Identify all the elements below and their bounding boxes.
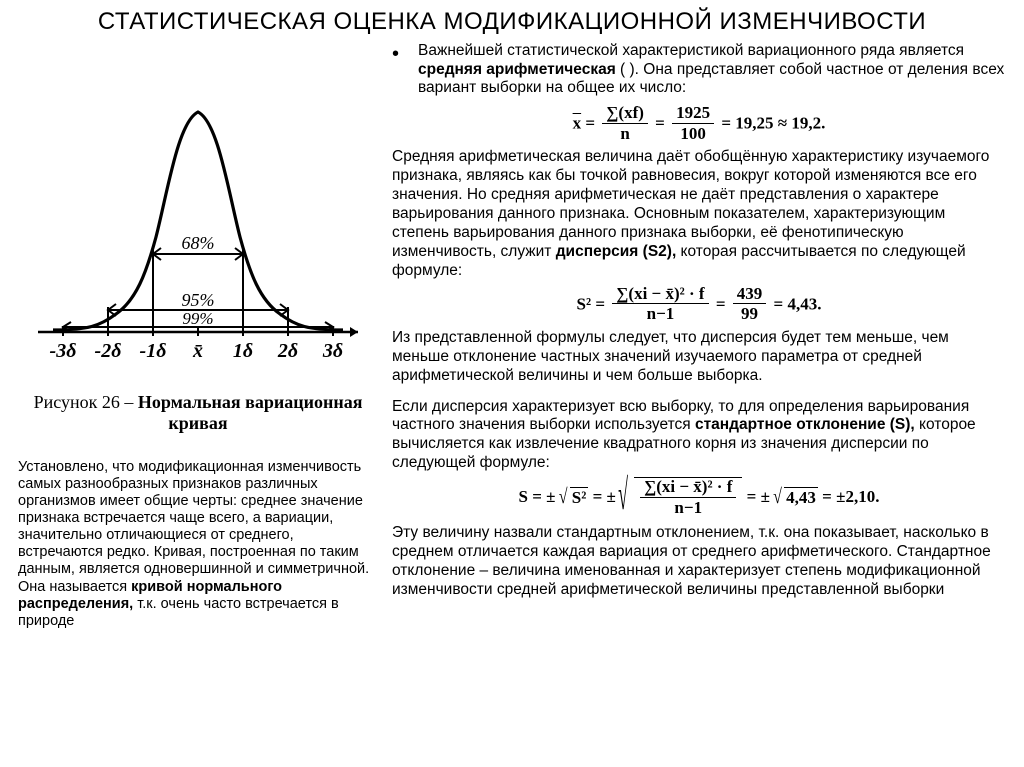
p2b: дисперсия (S2), (556, 243, 677, 260)
svg-text:-1δ: -1δ (140, 340, 167, 362)
two-column-layout: -3δ -2δ -1δ x̄ 1δ 2δ 3δ (18, 42, 1006, 630)
f2-den: n−1 (612, 304, 708, 324)
left-para-text-1: Установлено, что модификационная изменчи… (18, 459, 369, 595)
left-paragraph: Установлено, что модификационная изменчи… (18, 459, 378, 630)
f2-v2: 99 (733, 304, 767, 324)
p1a: Важнейшей статистической характеристикой… (418, 42, 964, 59)
svg-text:99%: 99% (182, 309, 213, 328)
formula-stddev: S = ± S² = ± ∑(xi − x̄)² · fn−1 = ± 4,43… (392, 477, 1006, 518)
formula-variance: S² = ∑(xi − x̄)² · fn−1 = 43999 = 4,43. (392, 285, 1006, 325)
svg-text:3δ: 3δ (322, 340, 343, 362)
paragraph-4: Если дисперсия характеризует всю выборку… (392, 398, 1006, 474)
caption-bold: Нормальная вариационная кривая (138, 392, 363, 434)
f1-v1: 1925 (672, 104, 714, 124)
p4b: стандартное отклонение (S), (695, 416, 915, 433)
svg-text:1δ: 1δ (233, 340, 253, 362)
f3-den: n−1 (640, 498, 736, 518)
bell-curve-chart: -3δ -2δ -1δ x̄ 1δ 2δ 3δ (28, 82, 368, 382)
caption-prefix: Рисунок 26 – (34, 392, 138, 412)
f1-r1: 19,25 (735, 114, 773, 133)
left-column: -3δ -2δ -1δ x̄ 1δ 2δ 3δ (18, 42, 378, 630)
svg-text:-3δ: -3δ (50, 340, 77, 362)
formula-mean: x = ∑(xf)n = 1925100 = 19,25 ≈ 19,2. (392, 104, 1006, 144)
bullet-dot: • (392, 42, 418, 101)
f3-num: ∑(xi − x̄)² · f (640, 478, 736, 498)
f3-r: 2,10 (845, 487, 875, 506)
f1-den: n (602, 124, 648, 144)
p1b: средняя арифметическая (418, 61, 616, 78)
svg-text:x̄: x̄ (192, 340, 203, 362)
f1-r2: 19,2 (791, 114, 821, 133)
paragraph-2: Средняя арифметическая величина даёт обо… (392, 148, 1006, 280)
paragraph-5: Эту величину назвали стандартным отклоне… (392, 524, 1006, 600)
f2-num: ∑(xi − x̄)² · f (612, 285, 708, 305)
bullet-paragraph-1: • Важнейшей статистической характеристик… (392, 42, 1006, 101)
f2-r: 4,43 (787, 294, 817, 313)
right-column: • Важнейшей статистической характеристик… (392, 42, 1006, 630)
svg-text:-2δ: -2δ (95, 340, 122, 362)
f2-v1: 439 (733, 285, 767, 305)
svg-text:95%: 95% (182, 290, 215, 310)
f3-v: 4,43 (784, 487, 818, 509)
paragraph-3: Из представленной формулы следует, что д… (392, 329, 1006, 386)
page-title: СТАТИСТИЧЕСКАЯ ОЦЕНКА МОДИФИКАЦИОННОЙ ИЗ… (18, 8, 1006, 36)
chart-caption: Рисунок 26 – Нормальная вариационная кри… (18, 392, 378, 435)
f1-v2: 100 (672, 124, 714, 144)
svg-text:2δ: 2δ (277, 340, 298, 362)
svg-text:68%: 68% (182, 233, 215, 253)
f1-num: ∑(xf) (602, 104, 648, 124)
